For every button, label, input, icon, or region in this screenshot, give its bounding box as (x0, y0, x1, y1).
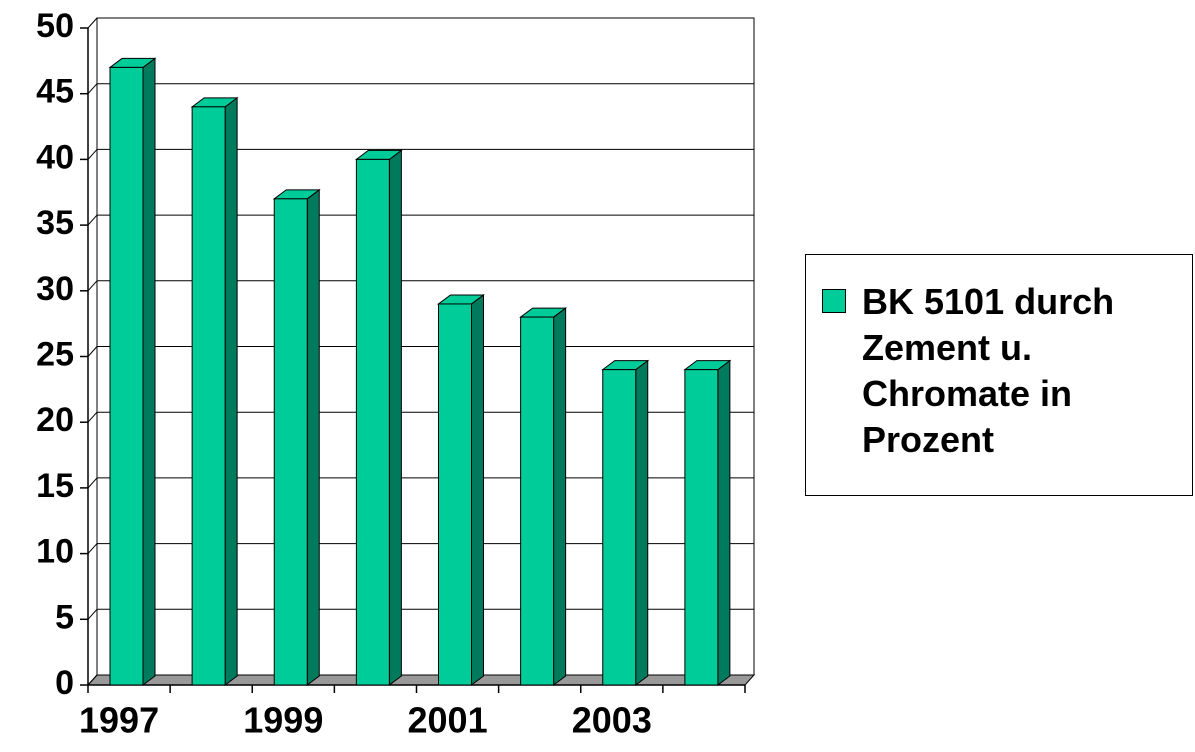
bar-side (388, 149, 402, 686)
y-tick-label: 0 (55, 664, 74, 702)
bar (109, 66, 144, 686)
grid-line-side (87, 543, 98, 554)
floor (86, 674, 756, 686)
legend: BK 5101 durch Zement u. Chromate in Proz… (805, 254, 1193, 496)
bar-side (717, 359, 731, 686)
y-tick-label: 5 (55, 598, 74, 636)
x-tick-label: 1997 (79, 700, 159, 741)
x-tick-label: 1999 (243, 700, 323, 741)
bar (602, 369, 637, 686)
bar (438, 303, 472, 686)
grid-line-side (87, 411, 98, 423)
grid-line-side (87, 17, 98, 29)
y-tick-label: 25 (36, 335, 74, 373)
grid-line-side (87, 477, 98, 489)
bar (273, 198, 308, 686)
grid-line-side (87, 346, 98, 357)
legend-label: BK 5101 durch Zement u. Chromate in Proz… (862, 281, 1115, 460)
bar (355, 158, 390, 686)
x-tick-label: 2001 (408, 700, 488, 741)
grid-line-side (87, 83, 98, 95)
bar-side (306, 188, 320, 686)
x-tick-label: 2003 (572, 700, 652, 741)
grid-line-side (87, 149, 98, 160)
bar-side (471, 293, 484, 686)
legend-swatch (822, 289, 846, 313)
grid-line-side (87, 214, 98, 226)
y-tick-label: 10 (36, 533, 74, 571)
bar-side (224, 96, 238, 686)
bar (684, 369, 719, 686)
y-tick-label: 15 (36, 467, 74, 505)
grid-line-side (87, 608, 98, 620)
bar-side (142, 57, 156, 686)
y-tick-label: 50 (36, 7, 74, 45)
grid-line-side (87, 280, 98, 292)
y-tick-label: 30 (36, 270, 74, 308)
bar-side (635, 359, 649, 686)
grid-line-side (87, 674, 98, 686)
y-tick-label: 20 (36, 401, 74, 439)
y-tick-label: 35 (36, 204, 74, 242)
bar-side (553, 307, 567, 686)
bar (191, 106, 226, 686)
bar (520, 316, 555, 686)
y-tick-label: 45 (36, 73, 74, 111)
y-tick-label: 40 (36, 138, 74, 176)
